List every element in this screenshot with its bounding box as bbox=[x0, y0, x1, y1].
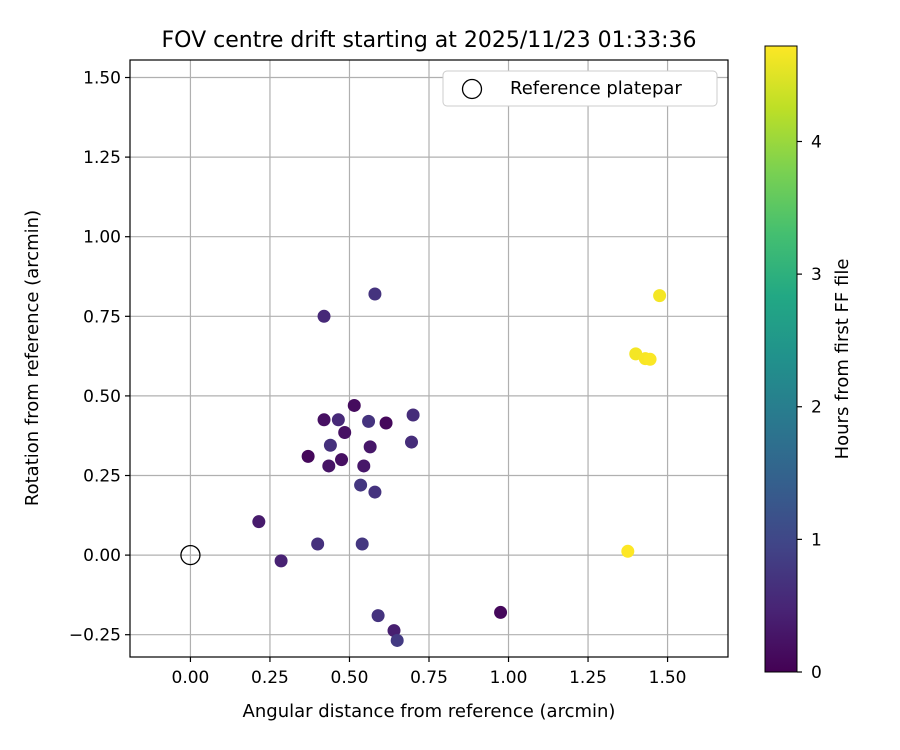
x-tick-label: 0.00 bbox=[172, 668, 210, 688]
data-point bbox=[363, 440, 377, 454]
x-axis-label: Angular distance from reference (arcmin) bbox=[243, 701, 616, 722]
data-point bbox=[274, 554, 288, 568]
data-point bbox=[322, 459, 336, 473]
data-point bbox=[347, 398, 361, 412]
data-point bbox=[338, 426, 352, 440]
data-point bbox=[317, 309, 331, 323]
data-point bbox=[331, 413, 345, 427]
y-tick-label: 0.50 bbox=[83, 387, 121, 407]
chart-title: FOV centre drift starting at 2025/11/23 … bbox=[162, 28, 697, 53]
y-tick-label: 0.00 bbox=[83, 546, 121, 566]
data-point bbox=[379, 416, 393, 430]
y-axis-ticks: −0.25 0.00 0.25 0.50 0.75 1.00 1.25 1.50 bbox=[69, 69, 130, 646]
x-tick-label: 0.25 bbox=[251, 668, 289, 688]
colorbar-label: Hours from first FF file bbox=[832, 259, 853, 460]
data-point bbox=[301, 449, 315, 463]
data-point bbox=[311, 537, 325, 551]
colorbar-tick-label: 2 bbox=[811, 398, 822, 418]
data-point bbox=[494, 605, 508, 619]
data-point bbox=[405, 435, 419, 449]
data-point bbox=[368, 287, 382, 301]
y-tick-label: 0.75 bbox=[83, 307, 121, 327]
data-point bbox=[368, 485, 382, 499]
data-point bbox=[387, 624, 401, 638]
legend-box bbox=[442, 70, 718, 107]
x-tick-label: 1.50 bbox=[649, 668, 687, 688]
x-tick-label: 1.00 bbox=[490, 668, 528, 688]
colorbar-gradient bbox=[764, 45, 798, 673]
colorbar-tick-label: 3 bbox=[811, 265, 822, 285]
data-point bbox=[354, 478, 368, 492]
data-point bbox=[362, 414, 376, 428]
legend: Reference platepar bbox=[442, 70, 718, 107]
x-tick-label: 1.25 bbox=[569, 668, 607, 688]
data-point bbox=[390, 633, 404, 647]
y-axis-label: Rotation from reference (arcmin) bbox=[22, 210, 43, 506]
x-tick-label: 0.50 bbox=[331, 668, 369, 688]
colorbar-tick-label: 1 bbox=[811, 530, 822, 550]
data-point bbox=[317, 413, 331, 427]
data-point bbox=[653, 289, 667, 303]
y-tick-label: 0.25 bbox=[83, 467, 121, 487]
legend-marker-reference bbox=[461, 78, 483, 100]
grid-lines bbox=[130, 60, 728, 657]
data-point bbox=[252, 515, 266, 529]
y-tick-label: 1.25 bbox=[83, 148, 121, 168]
data-point bbox=[621, 544, 635, 558]
legend-label-reference: Reference platepar bbox=[510, 78, 682, 99]
data-point bbox=[643, 352, 657, 366]
data-point bbox=[335, 453, 349, 467]
reference-marker-layer bbox=[180, 544, 201, 566]
data-point bbox=[355, 537, 369, 551]
colorbar: 0 1 2 3 4 Hours from first FF file bbox=[764, 45, 853, 683]
data-point bbox=[323, 438, 337, 452]
colorbar-ticks: 0 1 2 3 4 bbox=[797, 132, 822, 683]
colorbar-tick-label: 4 bbox=[811, 132, 822, 152]
colorbar-tick-label: 0 bbox=[811, 663, 822, 683]
y-tick-label: 1.50 bbox=[83, 69, 121, 89]
reference-platepar-marker bbox=[180, 544, 201, 566]
data-points bbox=[252, 287, 667, 647]
x-tick-label: 0.75 bbox=[410, 668, 448, 688]
y-tick-label: −0.25 bbox=[69, 626, 121, 646]
data-point bbox=[357, 459, 371, 473]
data-point bbox=[406, 408, 420, 422]
data-point bbox=[371, 609, 385, 623]
x-axis-ticks: 0.00 0.25 0.50 0.75 1.00 1.25 1.50 bbox=[172, 657, 687, 688]
y-tick-label: 1.00 bbox=[83, 228, 121, 248]
